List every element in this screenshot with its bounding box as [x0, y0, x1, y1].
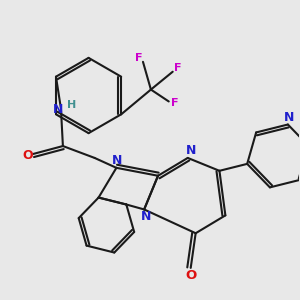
Text: N: N	[112, 154, 123, 167]
Text: N: N	[53, 103, 63, 116]
Text: F: F	[171, 98, 178, 108]
Text: F: F	[135, 53, 143, 63]
Text: O: O	[185, 269, 196, 282]
Text: N: N	[141, 210, 151, 223]
Text: O: O	[22, 149, 33, 162]
Text: N: N	[284, 111, 294, 124]
Text: H: H	[67, 100, 76, 110]
Text: F: F	[174, 63, 182, 73]
Text: N: N	[185, 145, 196, 158]
